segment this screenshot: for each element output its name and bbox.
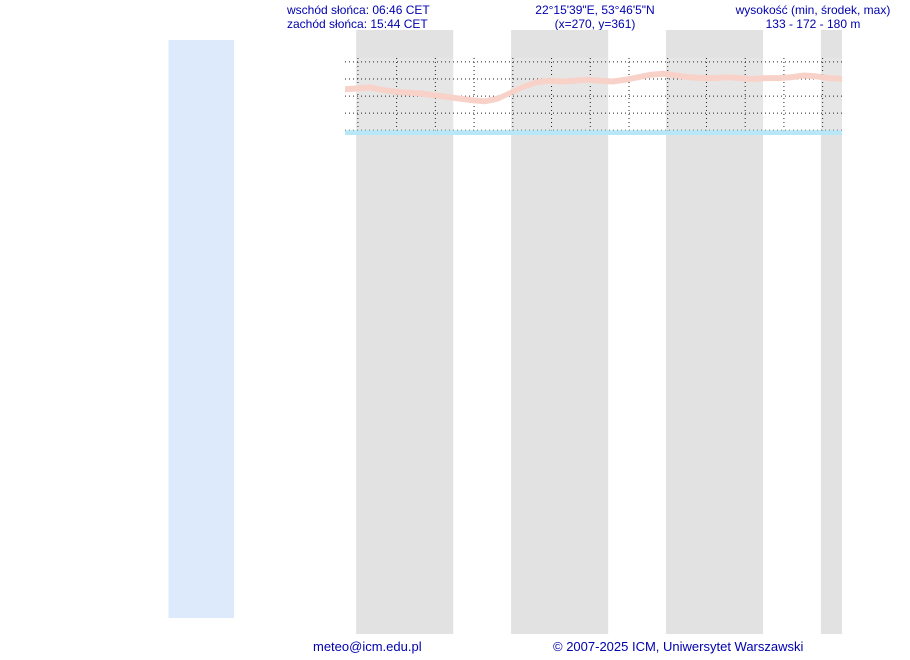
altitude-values: 133 - 172 - 180 m: [765, 17, 861, 31]
copyright-text: © 2007-2025 ICM, Uniwersytet Warszawski: [553, 639, 804, 654]
contact-email-link[interactable]: meteo@icm.edu.pl: [313, 639, 422, 654]
grid-point: (x=270, y=361): [554, 17, 636, 31]
sunrise-time: wschód słońca: 06:46 CET: [287, 3, 430, 17]
panel-temp: [345, 58, 842, 135]
series-temp: [345, 70, 842, 135]
altitude-label: wysokość (min, środek, max): [735, 3, 891, 17]
sunset-time: zachód słońca: 15:44 CET: [287, 17, 428, 31]
location-coordinates: 22°15'39"E, 53°46'5"N: [535, 3, 655, 17]
